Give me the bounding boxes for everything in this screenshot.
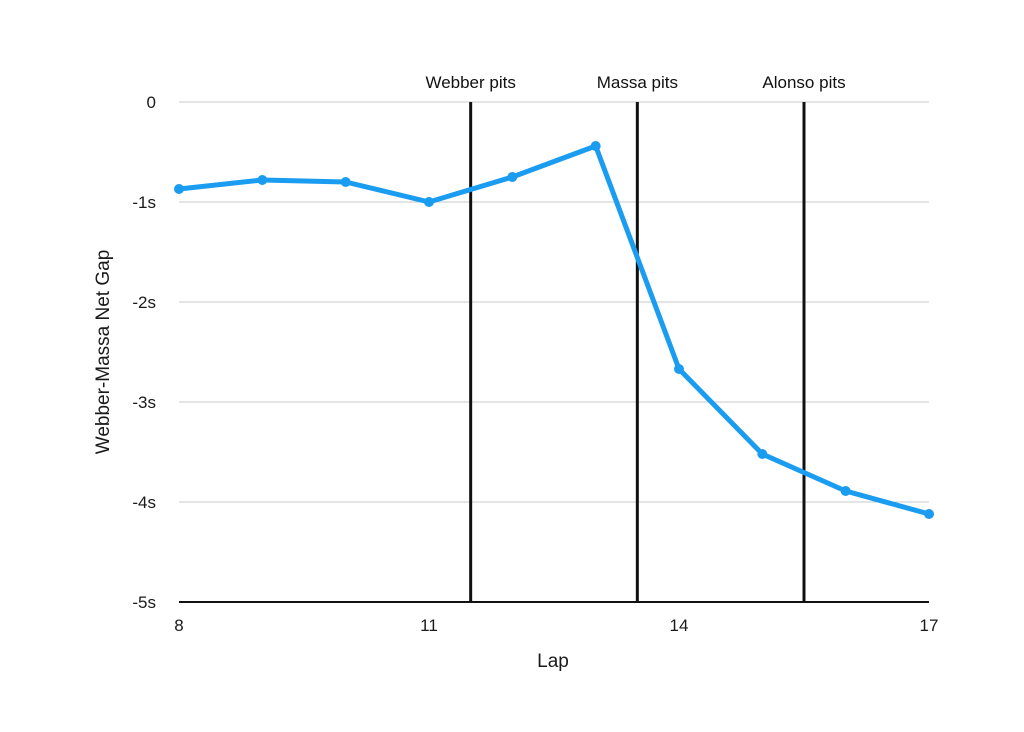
event-label-0: Webber pits <box>425 73 515 92</box>
event-labels: Webber pits Massa pits Alonso pits <box>425 73 845 92</box>
y-tick-label: -1s <box>132 193 156 212</box>
data-point <box>424 197 434 207</box>
x-tick-label: 8 <box>174 616 183 635</box>
event-lines <box>469 102 806 602</box>
y-tick-label: -3s <box>132 393 156 412</box>
y-tick-label: -5s <box>132 593 156 612</box>
series-line-0 <box>176 143 932 517</box>
series <box>174 141 934 519</box>
x-tick-label: 11 <box>420 616 438 635</box>
event-label-1: Massa pits <box>597 73 678 92</box>
y-tick-labels: 0 -1s -2s -3s -4s -5s <box>132 93 156 612</box>
data-point <box>674 364 684 374</box>
data-point <box>507 172 518 182</box>
data-point <box>924 509 934 519</box>
x-axis-title: Lap <box>537 651 569 672</box>
data-point <box>174 184 184 194</box>
y-tick-label: -4s <box>132 493 156 512</box>
data-point <box>340 177 351 187</box>
x-tick-label: 17 <box>920 616 939 635</box>
y-axis-title: Webber-Massa Net Gap <box>93 250 114 455</box>
event-label-2: Alonso pits <box>762 73 845 92</box>
data-point <box>257 175 268 185</box>
data-point <box>590 141 601 151</box>
data-point <box>757 449 768 459</box>
y-tick-label: -2s <box>132 293 156 312</box>
x-tick-label: 14 <box>670 616 689 635</box>
data-point <box>840 486 851 496</box>
x-tick-labels: 8 11 14 17 <box>174 616 938 635</box>
y-tick-label: 0 <box>147 93 156 112</box>
